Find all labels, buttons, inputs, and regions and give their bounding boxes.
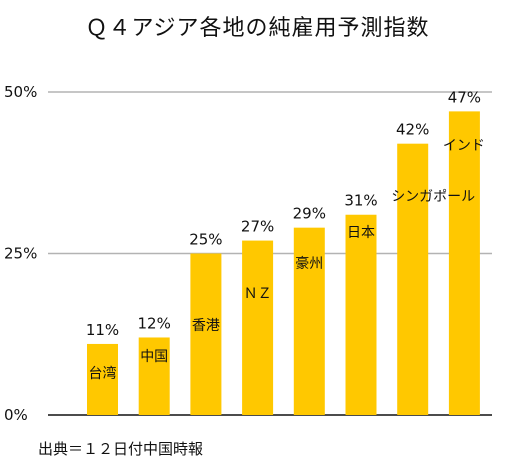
bar-value-label: 27% xyxy=(241,218,274,236)
bar-2 xyxy=(190,253,222,415)
source-note: 出典＝１２日付中国時報 xyxy=(38,440,204,458)
y-tick-label: 0% xyxy=(4,406,28,424)
bar-value-label: 11% xyxy=(86,321,119,339)
category-label: 中国 xyxy=(140,349,168,365)
category-label: インド xyxy=(443,138,485,154)
chart-title: Ｑ４アジア各地の純雇用予測指数 xyxy=(85,16,430,41)
bar-5 xyxy=(345,214,377,415)
bar-4 xyxy=(293,227,325,415)
category-label: 香港 xyxy=(192,318,220,334)
category-label: ＮＺ xyxy=(244,286,272,302)
bar-3 xyxy=(242,240,274,415)
bar-value-label: 31% xyxy=(344,192,377,210)
y-tick-label: 25% xyxy=(4,245,37,263)
category-label: 日本 xyxy=(347,225,375,241)
category-label: シンガポール xyxy=(391,189,475,205)
bar-value-label: 25% xyxy=(189,231,222,249)
bar-1 xyxy=(138,337,170,415)
bar-value-label: 42% xyxy=(396,121,429,139)
category-label: 豪州 xyxy=(295,256,323,272)
bar-value-label: 47% xyxy=(448,88,481,106)
bar-7 xyxy=(448,111,480,415)
y-tick-label: 50% xyxy=(4,83,37,101)
bar-6 xyxy=(397,143,429,415)
category-label: 台湾 xyxy=(89,365,117,382)
bar-0 xyxy=(87,343,118,415)
bar-value-label: 12% xyxy=(138,314,171,332)
bar-value-label: 29% xyxy=(293,205,326,223)
